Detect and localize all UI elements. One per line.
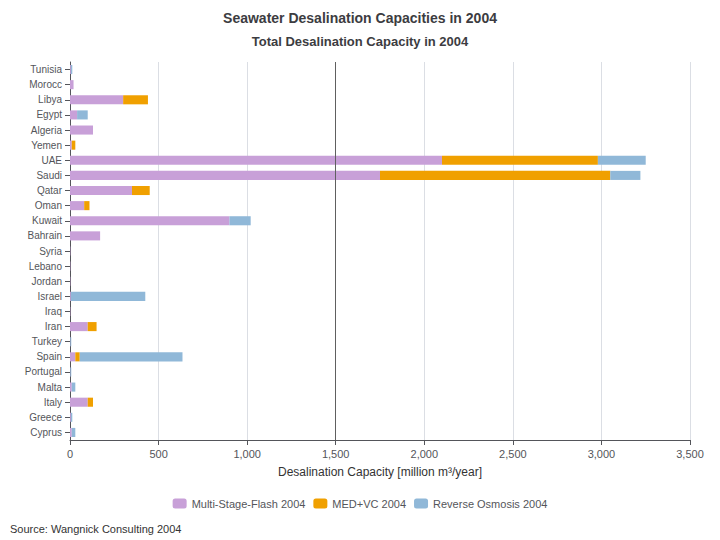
svg-text:Malta: Malta — [38, 382, 63, 393]
svg-text:MED+VC 2004: MED+VC 2004 — [332, 498, 406, 510]
svg-text:Seawater Desalination Capaciti: Seawater Desalination Capacities in 2004 — [223, 10, 497, 26]
svg-text:Bahrain: Bahrain — [28, 230, 62, 241]
svg-text:Morocc: Morocc — [29, 79, 62, 90]
svg-text:Jordan: Jordan — [31, 276, 62, 287]
svg-text:Iraq: Iraq — [45, 306, 62, 317]
svg-text:Cyprus: Cyprus — [30, 427, 62, 438]
svg-text:Lebano: Lebano — [29, 261, 63, 272]
svg-text:Oman: Oman — [35, 200, 62, 211]
svg-text:Syria: Syria — [39, 246, 62, 257]
svg-text:Yemen: Yemen — [31, 140, 62, 151]
svg-text:Iran: Iran — [45, 321, 62, 332]
svg-text:2,500: 2,500 — [499, 448, 527, 460]
svg-text:Portugal: Portugal — [25, 366, 62, 377]
svg-text:UAE: UAE — [41, 155, 62, 166]
svg-text:0: 0 — [67, 448, 73, 460]
svg-text:Total Desalination Capacity in: Total Desalination Capacity in 2004 — [252, 34, 469, 49]
svg-text:Israel: Israel — [38, 291, 62, 302]
svg-text:2,000: 2,000 — [411, 448, 439, 460]
svg-text:Greece: Greece — [29, 412, 62, 423]
svg-text:Turkey: Turkey — [32, 336, 62, 347]
svg-text:Desalination Capacity [million: Desalination Capacity [million m³/year] — [278, 465, 482, 479]
svg-text:500: 500 — [149, 448, 167, 460]
svg-text:Egypt: Egypt — [36, 109, 62, 120]
svg-text:1,000: 1,000 — [233, 448, 261, 460]
svg-text:Kuwait: Kuwait — [32, 215, 62, 226]
svg-text:Source: Wangnick Consulting 20: Source: Wangnick Consulting 2004 — [10, 523, 181, 535]
svg-text:Multi-Stage-Flash 2004: Multi-Stage-Flash 2004 — [192, 498, 306, 510]
svg-text:3,000: 3,000 — [588, 448, 616, 460]
svg-text:3,500: 3,500 — [676, 448, 704, 460]
svg-text:Libya: Libya — [38, 94, 62, 105]
svg-text:1,500: 1,500 — [322, 448, 350, 460]
svg-text:Algeria: Algeria — [31, 125, 63, 136]
svg-text:Tunisia: Tunisia — [30, 64, 62, 75]
svg-text:Saudi: Saudi — [36, 170, 62, 181]
svg-text:Italy: Italy — [44, 397, 62, 408]
svg-text:Reverse Osmosis 2004: Reverse Osmosis 2004 — [433, 498, 547, 510]
svg-text:Qatar: Qatar — [37, 185, 63, 196]
svg-text:Spain: Spain — [36, 351, 62, 362]
